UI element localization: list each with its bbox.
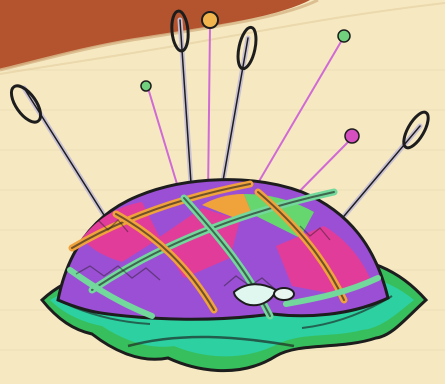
top-curve-line [0, 2, 445, 75]
leaf-fold-line [127, 335, 295, 348]
ribbon-top-outline [71, 183, 251, 249]
ribbon-middle-outline [91, 191, 335, 291]
needle-center-left-eye [170, 9, 190, 53]
cushion-ribbons [67, 180, 381, 320]
needle-right-outline [333, 125, 421, 229]
ribbon-diagonal-outline [115, 213, 215, 311]
pin-green-left-line [147, 87, 181, 195]
header-band-edge [0, 0, 319, 72]
pin-orange-head [201, 11, 219, 29]
cushion-front-button [273, 287, 295, 301]
pin-green-right-head [337, 29, 351, 43]
needle-center-right-outline [219, 37, 249, 199]
pin-orange-line [207, 24, 211, 198]
pins-group [9, 9, 430, 253]
needle-left-eye [9, 84, 43, 124]
leaf-left-edge [57, 299, 151, 325]
pin-green-right-line [247, 39, 343, 201]
cushion-front-foot [232, 283, 278, 307]
leaf-right-edge [301, 295, 393, 329]
pin-green-left-head [140, 80, 152, 92]
ribbon-right-outline [257, 191, 345, 301]
pin-magenta-head [344, 128, 360, 144]
ribbon-lower-left [67, 267, 155, 319]
needle-right-eye [402, 110, 430, 150]
cushion-patch-orange [202, 194, 252, 220]
needle-center-right-eye [236, 25, 258, 71]
ribbon-lower-right [283, 275, 381, 307]
